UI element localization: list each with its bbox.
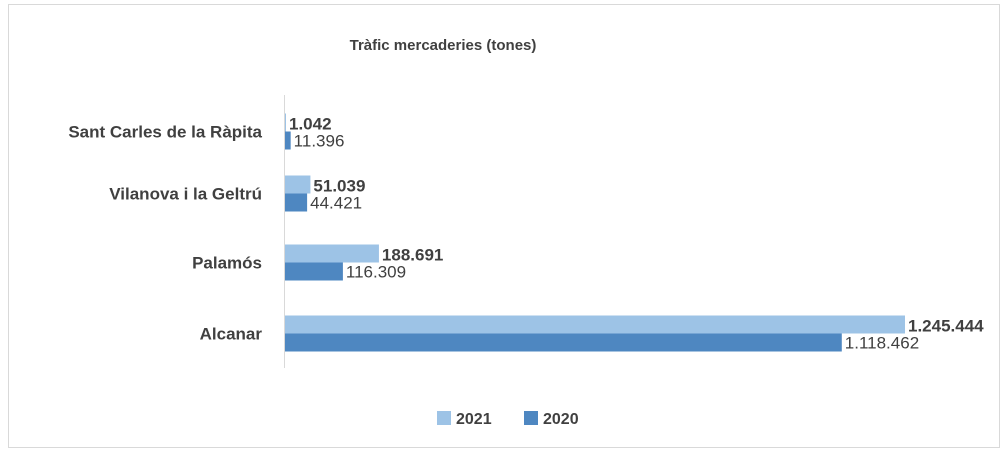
data-label-2020: 1.118.462 <box>845 334 919 353</box>
category-labels: Sant Carles de la Ràpita Vilanova i la Ge… <box>68 123 262 344</box>
legend-label-2021: 2021 <box>456 411 492 428</box>
legend-label-2020: 2020 <box>543 411 579 428</box>
legend-swatch-2021 <box>437 411 451 425</box>
chart-title: Tràfic mercaderies (tones) <box>350 37 537 54</box>
bar-2021 <box>285 175 311 194</box>
category-label: Vilanova i la Geltrú <box>109 185 262 204</box>
category-label: Palamós <box>192 254 262 273</box>
bar-2021 <box>285 113 286 132</box>
data-label-2021: 51.039 <box>313 177 365 196</box>
bar-2021 <box>285 315 905 334</box>
data-label-2021: 1.042 <box>289 115 332 134</box>
legend-swatch-2020 <box>524 411 538 425</box>
bar-2020 <box>285 193 308 212</box>
bar-2021 <box>285 244 379 263</box>
category-label: Alcanar <box>200 325 263 344</box>
bar-2020 <box>285 262 343 281</box>
chart-frame <box>8 4 1000 448</box>
category-label: Sant Carles de la Ràpita <box>68 123 262 142</box>
data-label-2020: 44.421 <box>310 194 362 213</box>
data-label-2020: 116.309 <box>346 263 406 282</box>
data-label-2021: 1.245.444 <box>908 317 984 336</box>
legend: 2021 2020 <box>437 411 579 428</box>
bar-2020 <box>285 333 842 352</box>
bar-2020 <box>285 131 291 150</box>
data-label-2021: 188.691 <box>382 246 443 265</box>
data-label-2020: 11.396 <box>294 132 345 151</box>
